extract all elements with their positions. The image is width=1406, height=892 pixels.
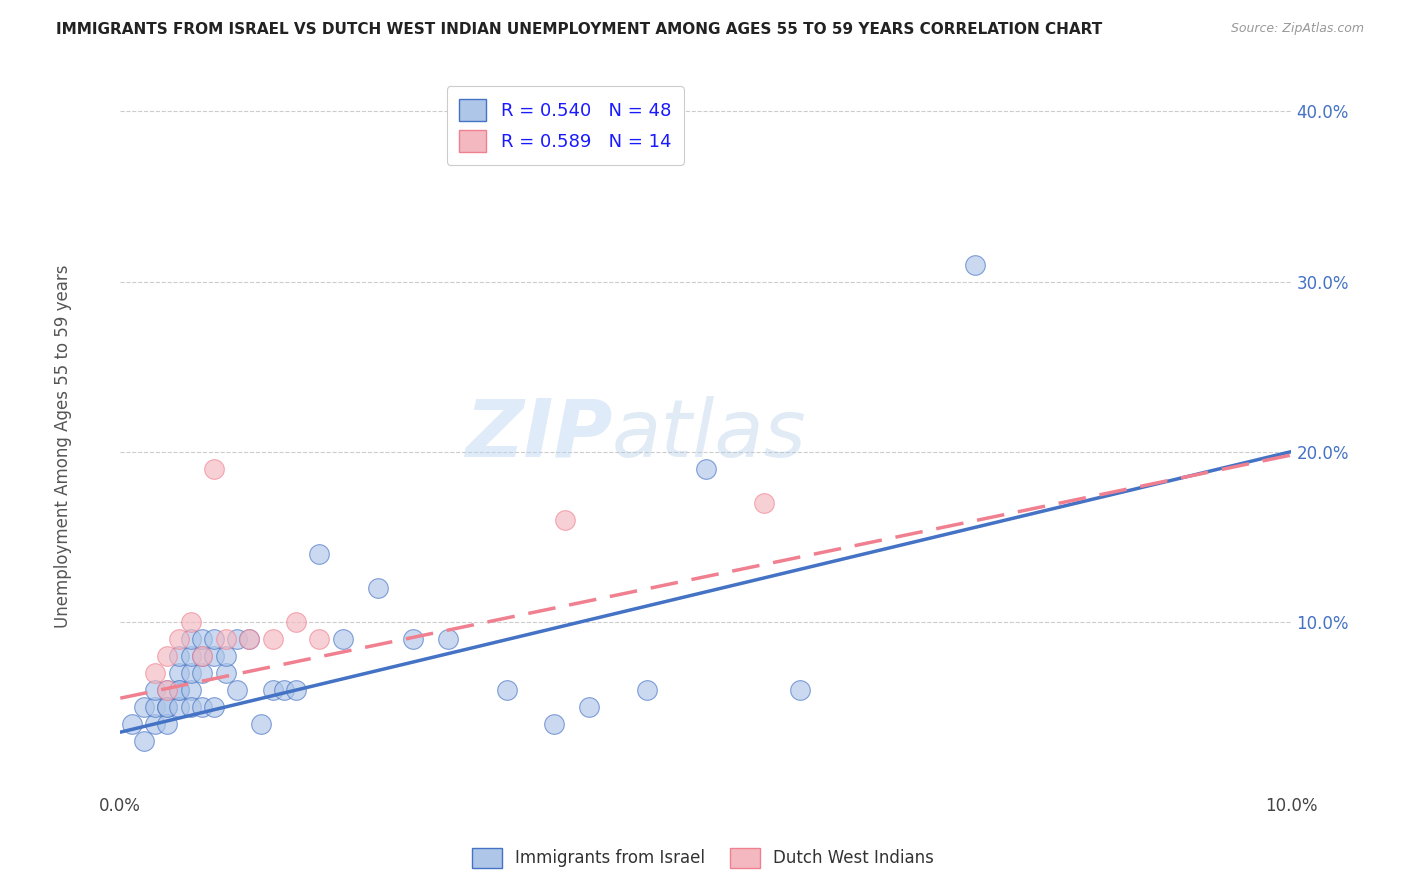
Text: ZIP: ZIP (465, 395, 612, 474)
Point (238, 632, 260, 646)
Point (145, 665, 167, 680)
Legend: R = 0.540   N = 48, R = 0.589   N = 14: R = 0.540 N = 48, R = 0.589 N = 14 (447, 87, 683, 165)
Point (132, 733, 155, 747)
Point (167, 682, 190, 697)
Point (578, 699, 600, 714)
Point (226, 632, 249, 646)
Point (215, 648, 238, 663)
Point (180, 615, 202, 629)
Point (262, 632, 284, 646)
Point (180, 665, 202, 680)
Point (308, 632, 330, 646)
Point (495, 682, 517, 697)
Point (262, 682, 284, 697)
Point (367, 581, 389, 595)
Point (167, 682, 190, 697)
Point (402, 632, 425, 646)
Point (202, 699, 225, 714)
Point (156, 682, 179, 697)
Point (273, 682, 295, 697)
Point (308, 547, 330, 561)
Point (437, 632, 460, 646)
Point (695, 461, 717, 475)
Point (789, 682, 811, 697)
Point (636, 682, 658, 697)
Point (238, 632, 260, 646)
Text: Source: ZipAtlas.com: Source: ZipAtlas.com (1230, 22, 1364, 36)
Text: Unemployment Among Ages 55 to 59 years: Unemployment Among Ages 55 to 59 years (55, 264, 72, 628)
Point (180, 699, 202, 714)
Point (250, 716, 273, 731)
Point (332, 632, 354, 646)
Point (285, 682, 308, 697)
Legend: Immigrants from Israel, Dutch West Indians: Immigrants from Israel, Dutch West India… (465, 841, 941, 875)
Text: IMMIGRANTS FROM ISRAEL VS DUTCH WEST INDIAN UNEMPLOYMENT AMONG AGES 55 TO 59 YEA: IMMIGRANTS FROM ISRAEL VS DUTCH WEST IND… (56, 22, 1102, 37)
Point (145, 716, 167, 731)
Point (167, 648, 190, 663)
Point (167, 699, 190, 714)
Point (191, 648, 214, 663)
Point (191, 665, 214, 680)
Point (167, 665, 190, 680)
Point (132, 699, 155, 714)
Point (180, 682, 202, 697)
Point (180, 648, 202, 663)
Point (285, 615, 308, 629)
Point (156, 648, 179, 663)
Point (156, 699, 179, 714)
Point (180, 632, 202, 646)
Point (543, 716, 565, 731)
Point (121, 716, 143, 731)
Point (226, 682, 249, 697)
Point (191, 699, 214, 714)
Text: atlas: atlas (612, 395, 807, 474)
Point (965, 258, 987, 272)
Point (156, 699, 179, 714)
Point (202, 461, 225, 475)
Point (554, 513, 576, 527)
Point (215, 632, 238, 646)
Point (191, 648, 214, 663)
Point (202, 632, 225, 646)
Point (215, 665, 238, 680)
Point (202, 648, 225, 663)
Point (156, 716, 179, 731)
Point (167, 632, 190, 646)
Point (191, 632, 214, 646)
Point (754, 495, 776, 509)
Point (156, 682, 179, 697)
Point (145, 682, 167, 697)
Point (145, 699, 167, 714)
